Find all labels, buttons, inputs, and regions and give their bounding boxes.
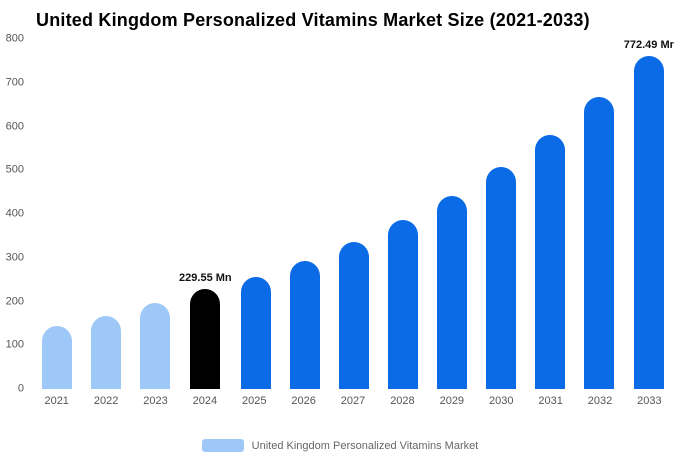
- x-label-2033: 2033: [637, 395, 662, 407]
- y-tick-0: 0: [17, 382, 24, 395]
- bar-slot-2028: [379, 39, 428, 389]
- bar-2030[interactable]: [486, 166, 517, 389]
- legend-label: United Kingdom Personalized Vitamins Mar…: [251, 439, 479, 452]
- bar-2029[interactable]: [437, 196, 468, 389]
- y-tick-600: 600: [5, 120, 24, 132]
- x-axis: 2021 2022 2023 2024 2025 2026 2027 2028 2029 2030…: [32, 395, 674, 407]
- bar-2025[interactable]: [241, 276, 272, 389]
- bar-slot-2031: [526, 39, 575, 389]
- x-label-2022: 2022: [93, 395, 119, 407]
- y-tick-700: 700: [5, 76, 24, 89]
- x-label-2029: 2029: [439, 395, 465, 407]
- x-label-2026: 2026: [291, 395, 316, 407]
- y-tick-200: 200: [5, 295, 24, 307]
- bar-2027[interactable]: [339, 241, 370, 389]
- y-tick-400: 400: [5, 207, 24, 220]
- bar-2026[interactable]: [290, 260, 321, 389]
- bar-slot-2024: 229.55 Mn: [179, 39, 232, 389]
- bar-2021[interactable]: [41, 325, 72, 389]
- bar-2023[interactable]: [139, 303, 170, 389]
- bar-2024[interactable]: [190, 288, 221, 389]
- page-title: United Kingdom Personalized Vitamins Mar…: [36, 10, 590, 30]
- data-label-2033: 772.49 Mr: [623, 39, 674, 51]
- bar-2033[interactable]: [633, 56, 664, 389]
- bar-slot-2027: [330, 39, 379, 389]
- bar-2022[interactable]: [90, 315, 121, 389]
- bar-slot-2033: 772.49 Mr: [624, 39, 674, 389]
- bar-2031[interactable]: [535, 134, 566, 389]
- bar-slot-2023: [130, 39, 179, 389]
- bar-slot-2025: [232, 39, 281, 389]
- x-label-2025: 2025: [242, 395, 267, 407]
- x-label-2023: 2023: [143, 395, 168, 407]
- legend[interactable]: United Kingdom Personalized Vitamins Mar…: [0, 439, 680, 452]
- plot-area: 229.55 Mn 772.49 Mr: [32, 39, 674, 389]
- y-tick-100: 100: [5, 338, 24, 351]
- y-axis: 0 100 200 300 400 500 600 700 800: [0, 33, 30, 394]
- bar-slot-2026: [281, 39, 330, 389]
- data-label-2024: 229.55 Mn: [179, 271, 232, 284]
- x-label-2028: 2028: [390, 395, 415, 407]
- x-label-2032: 2032: [587, 395, 613, 407]
- x-label-2027: 2027: [340, 395, 366, 407]
- bar-slot-2022: [81, 39, 130, 389]
- legend-swatch-icon: [201, 439, 244, 452]
- y-tick-300: 300: [5, 251, 24, 264]
- y-tick-500: 500: [5, 163, 24, 176]
- x-label-2021: 2021: [44, 395, 69, 407]
- bar-chart: 0 100 200 300 400 500 600 700 800 229.55 Mn 772.4…: [0, 33, 680, 415]
- bar-2028[interactable]: [388, 220, 419, 389]
- bar-slot-2029: [428, 39, 477, 389]
- bar-2032[interactable]: [584, 96, 615, 389]
- bar-slot-2032: [575, 39, 624, 389]
- y-tick-800: 800: [5, 32, 24, 45]
- x-label-2024: 2024: [192, 395, 218, 407]
- x-label-2031: 2031: [538, 395, 563, 407]
- bar-slot-2030: [477, 39, 526, 389]
- x-label-2030: 2030: [488, 395, 514, 407]
- bar-slot-2021: [32, 39, 81, 389]
